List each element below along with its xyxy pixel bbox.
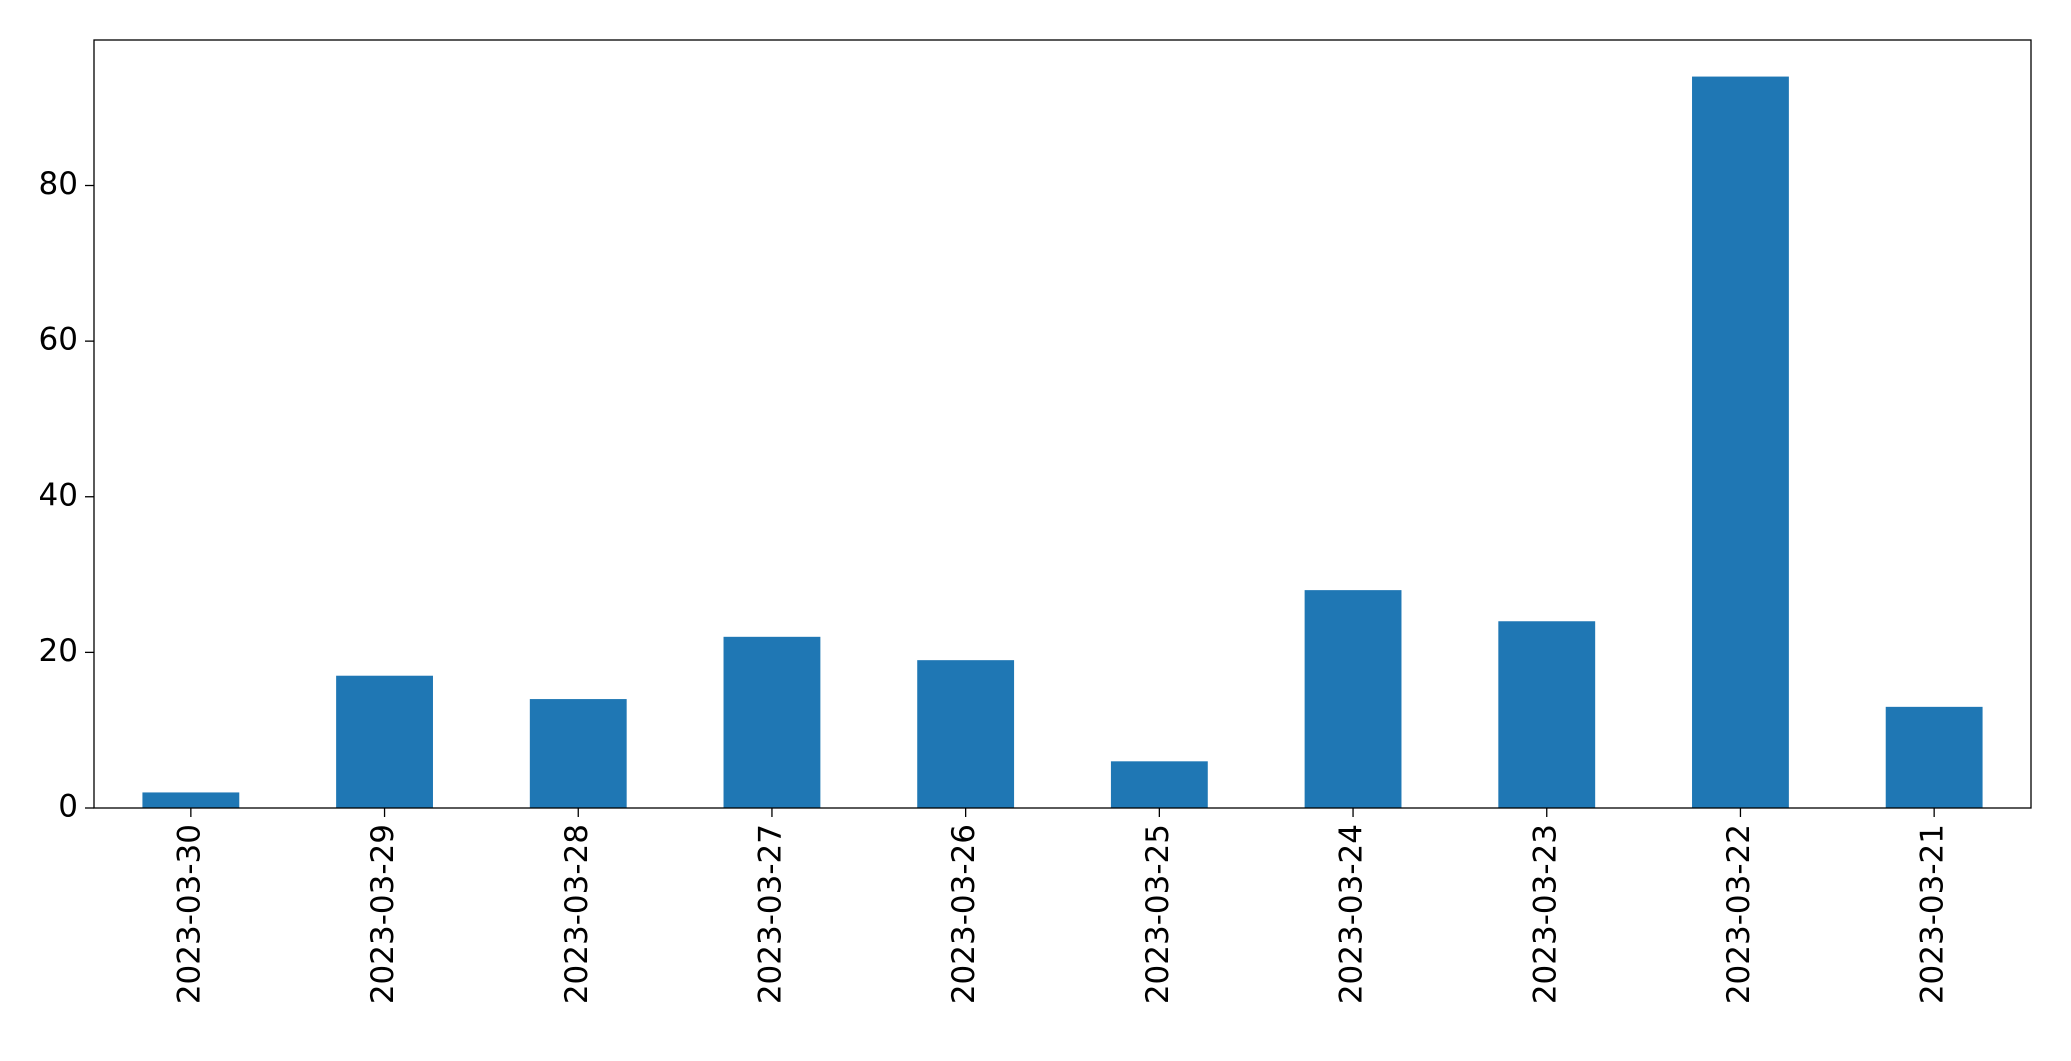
x-tick-label: 2023-03-28: [559, 824, 595, 1004]
y-tick-label: 80: [39, 166, 78, 202]
y-tick-label: 20: [39, 633, 78, 669]
bar: [336, 675, 433, 808]
bar: [1885, 706, 1983, 808]
x-tick-label: 2023-03-27: [752, 824, 788, 1004]
bar: [723, 636, 821, 808]
x-tick-label: 2023-03-24: [1334, 824, 1370, 1004]
bar: [1692, 76, 1789, 809]
x-tick-label: 2023-03-23: [1527, 824, 1563, 1004]
x-tick-label: 2023-03-30: [171, 824, 207, 1004]
bar: [1110, 761, 1208, 808]
y-tick-label: 60: [39, 322, 78, 358]
x-tick-label: 2023-03-22: [1721, 824, 1757, 1004]
x-tick-label: 2023-03-21: [1915, 824, 1951, 1004]
y-tick-label: 0: [58, 789, 78, 825]
x-tick-label: 2023-03-26: [946, 824, 982, 1004]
bar: [529, 699, 627, 808]
plot-frame: [93, 39, 2032, 809]
x-tick-label: 2023-03-29: [365, 824, 401, 1004]
bar: [142, 792, 240, 808]
x-tick-label: 2023-03-25: [1140, 824, 1176, 1004]
y-tick-label: 40: [39, 477, 78, 513]
bar: [1304, 590, 1402, 808]
bar: [917, 660, 1015, 808]
bar: [1498, 621, 1596, 808]
